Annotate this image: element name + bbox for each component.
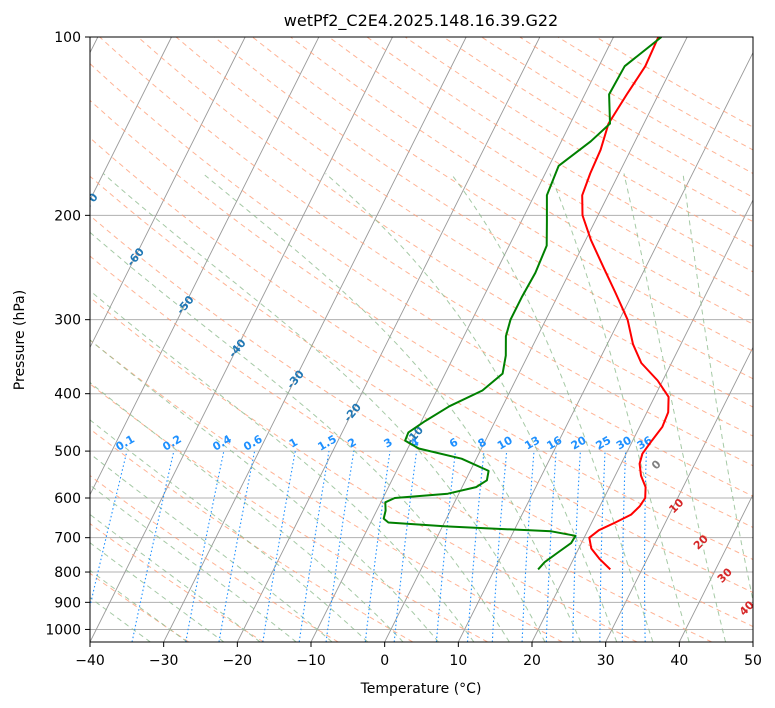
chart-title: wetPf2_C2E4.2025.148.16.39.G22 [284, 11, 558, 31]
mixing-ratio-line [131, 450, 175, 642]
y-tick-label: 600 [54, 491, 81, 507]
y-tick-label: 400 [54, 387, 81, 403]
y-tick-label: 1000 [45, 622, 81, 638]
moist-adiabat [202, 173, 582, 642]
isotherm-gridline [90, 37, 320, 496]
x-tick-label: 0 [380, 653, 389, 669]
moist-adiabat [102, 173, 546, 642]
dry-adiabat [90, 255, 712, 642]
y-tick-label: 800 [54, 565, 81, 581]
dry-adiabat [90, 99, 753, 529]
y-tick-label: 700 [54, 531, 81, 547]
dry-adiabat [328, 37, 753, 299]
moist-adiabat [90, 569, 188, 642]
moist-adiabat [90, 597, 151, 642]
plot-area: -100-90-80-70-60-50-40-30-20-10 0.10.20.… [78, 37, 753, 642]
isotherm-label: -70 [78, 190, 101, 214]
moist-adiabat [90, 290, 475, 642]
dry-adiabat [90, 296, 638, 642]
mixing-ratio-line [325, 451, 355, 642]
x-tick-label: 20 [523, 653, 541, 669]
green-profile-line [382, 37, 663, 571]
y-axis-title: Pressure (hPa) [12, 290, 28, 390]
x-tick-label: 50 [744, 653, 762, 669]
dry-adiabat [90, 63, 753, 497]
isotherm-gridline [90, 37, 172, 202]
mixing-ratio-line [435, 451, 456, 642]
x-tick-label: 30 [597, 653, 615, 669]
dry-adiabat [90, 474, 339, 642]
isotherm-gridline [90, 37, 393, 642]
moist-adiabat [549, 173, 690, 642]
x-tick-label: −10 [296, 653, 326, 669]
moist-adiabat [450, 173, 654, 642]
mixing-ratio-lines [90, 450, 647, 642]
mixing-ratio-line [364, 451, 391, 642]
profile-series [382, 37, 670, 571]
dry-adiabat [99, 37, 753, 467]
isotherm-gridline [163, 37, 467, 642]
dry-adiabats [90, 37, 753, 642]
mixing-ratio-line [90, 450, 128, 609]
isotherm-gridline [678, 493, 753, 642]
dry-adiabat [90, 383, 488, 642]
moist-adiabats [90, 173, 753, 642]
y-tick-label: 200 [54, 208, 81, 224]
y-axis-ticks: 100 200 300 400 500 600 700 800 900 1000 [45, 30, 90, 638]
x-tick-label: −20 [223, 653, 253, 669]
pressure-gridlines [90, 37, 753, 630]
y-tick-label: 100 [54, 30, 81, 46]
dry-adiabat [90, 137, 753, 561]
red-profile-line [581, 37, 670, 571]
y-tick-label: 300 [54, 313, 81, 329]
dry-adiabat [175, 37, 753, 408]
moist-adiabat [623, 173, 727, 642]
x-axis-title: Temperature (°C) [360, 681, 482, 697]
isotherm-gridline [236, 37, 541, 642]
dry-adiabat [90, 572, 190, 642]
dry-adiabat [90, 428, 414, 642]
isotherm-gridline [90, 37, 246, 349]
mixing-ratio-line [298, 451, 330, 642]
isotherm-gridline [605, 346, 753, 642]
x-tick-label: −30 [149, 653, 179, 669]
dry-adiabat [90, 175, 753, 594]
mixing-ratio-line [393, 451, 418, 642]
y-tick-label: 900 [54, 595, 81, 611]
isotherm-gridline [384, 37, 688, 642]
x-axis-ticks: −40 −30 −20 −10 0 10 20 30 40 50 [75, 642, 762, 669]
isotherm-gridlines [90, 37, 753, 642]
dry-adiabat [252, 37, 753, 352]
moist-adiabat [90, 513, 261, 642]
y-tick-label: 500 [54, 444, 81, 460]
mixing-ratio-line [466, 451, 485, 642]
dry-adiabat [90, 339, 563, 642]
moist-adiabat [90, 339, 439, 642]
dry-adiabat [90, 214, 753, 628]
moist-adiabat [90, 231, 510, 642]
moist-adiabat [90, 381, 404, 642]
moist-adiabat [90, 453, 333, 642]
x-tick-label: −40 [75, 653, 105, 669]
x-tick-label: 40 [670, 653, 688, 669]
x-tick-label: 10 [449, 653, 467, 669]
isotherm-gridline [457, 51, 753, 642]
plot-frame [89, 36, 754, 643]
moist-adiabat [90, 419, 369, 642]
moist-adiabat [90, 542, 225, 642]
